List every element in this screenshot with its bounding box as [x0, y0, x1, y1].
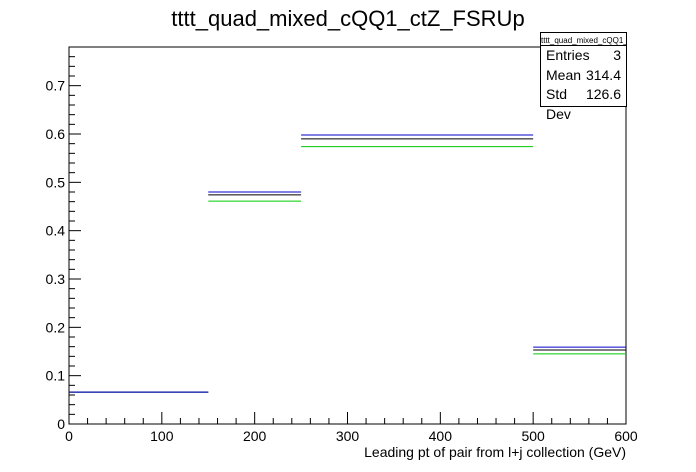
x-tick-label: 500: [521, 428, 545, 444]
x-tick-label: 100: [150, 428, 174, 444]
x-axis-label: Leading pt of pair from l+j collection (…: [364, 444, 626, 460]
y-tick-label: 0.3: [46, 271, 66, 287]
stats-row-mean: Mean 314.4: [541, 66, 626, 86]
y-tick-label: 0.6: [46, 126, 66, 142]
x-tick-label: 200: [243, 428, 267, 444]
x-axis: 0 100 200 300 400 500 600: [65, 412, 638, 444]
chart-title: tttt_quad_mixed_cQQ1_ctZ_FSRUp: [171, 6, 524, 31]
stats-value: 3: [613, 47, 621, 63]
stats-value: 126.6: [585, 86, 621, 102]
histogram-series: [69, 134, 626, 393]
y-axis: 0 0.1 0.2 0.3 0.4 0.5 0.6 0.7: [46, 56, 81, 432]
stats-row-entries: Entries 3: [541, 46, 626, 66]
y-tick-label: 0.2: [46, 319, 66, 335]
stats-box: tttt_quad_mixed_cQQ1_ctZ_FSRUp Entries 3…: [540, 32, 627, 122]
stats-label: Entries: [546, 47, 590, 63]
y-tick-label: 0: [57, 416, 65, 432]
x-tick-label: 0: [65, 428, 73, 444]
x-tick-label: 400: [429, 428, 453, 444]
stats-value: 314.4: [585, 66, 621, 83]
stats-title: tttt_quad_mixed_cQQ1_ctZ_FSRUp: [541, 33, 626, 46]
y-tick-label: 0.5: [46, 174, 66, 190]
stats-label: Mean: [546, 66, 582, 83]
stats-label: Std Dev: [546, 86, 571, 122]
stats-row-stddev: Std Dev 126.6: [541, 85, 626, 122]
y-tick-label: 0.4: [46, 223, 66, 239]
y-tick-label: 0.7: [46, 78, 66, 94]
y-tick-label: 0.1: [46, 368, 66, 384]
x-tick-label: 300: [336, 428, 360, 444]
x-tick-label: 600: [614, 428, 638, 444]
